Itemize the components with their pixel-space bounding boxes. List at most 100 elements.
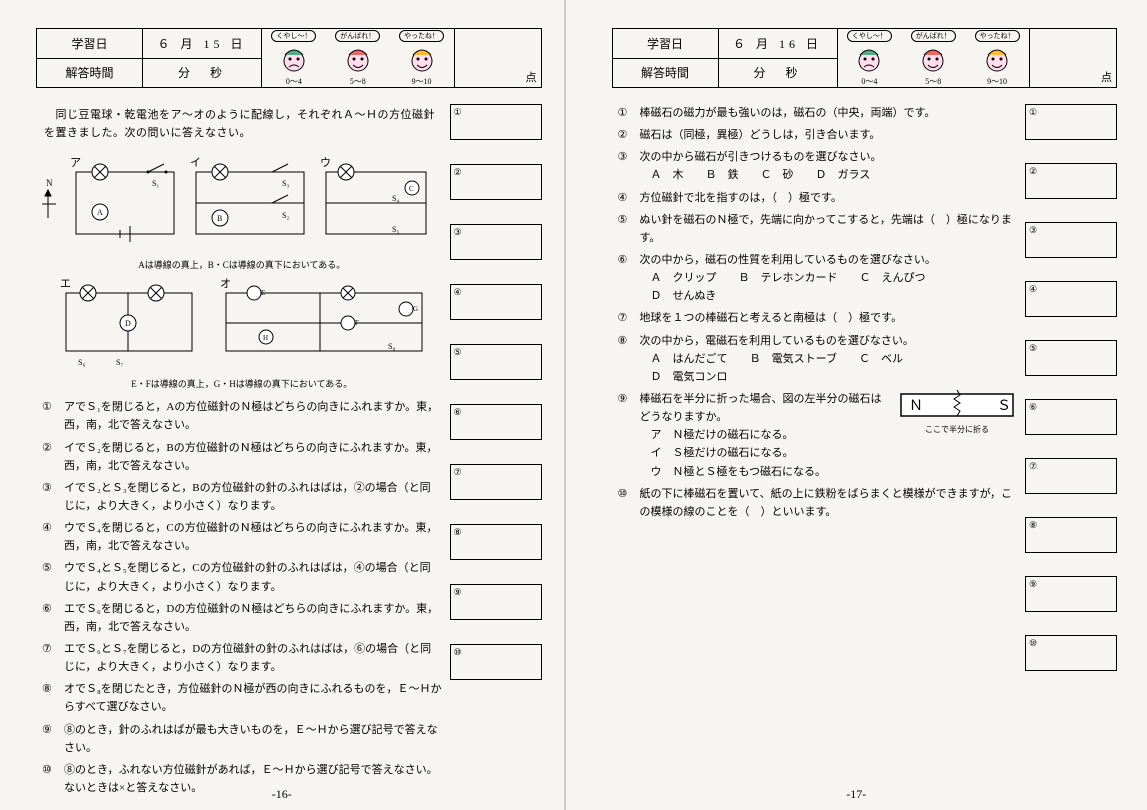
svg-text:S₃: S₃: [282, 179, 289, 188]
question-number: ①: [42, 398, 58, 434]
question-text: 方位磁針で北を指すのは，（ ）極です。: [640, 189, 1018, 207]
answer-box[interactable]: ⑨: [1025, 576, 1117, 612]
answer-box[interactable]: ①: [450, 104, 542, 140]
question-text: 次の中から，磁石の性質を利用しているものを選びなさい。 Ａ クリップ Ｂ テレホ…: [640, 251, 1018, 305]
question: ⑨⑧のとき，針のふれはばが最も大きいものを，Ｅ〜Ｈから選び記号で答えなさい。: [42, 721, 442, 757]
face-range: 0〜4: [861, 76, 877, 87]
answer-box[interactable]: ⑩: [1025, 635, 1117, 671]
question-text: ウでＳ₄を閉じると，Cの方位磁針のＮ極はどちらの向きにふれますか。東，西，南，北…: [64, 519, 442, 555]
label-o: オ: [220, 277, 231, 290]
question: ⑦地球を１つの棒磁石と考えると南極は（ ）極です。: [618, 309, 1018, 327]
face-icon: やったね！9〜10: [975, 30, 1020, 87]
answer-box[interactable]: ③: [450, 224, 542, 260]
question: ⑥エでＳ₆を閉じると，Dの方位磁針のＮ極はどちらの向きにふれますか。東，西，南，…: [42, 600, 442, 636]
faces-bar: くやし〜！0〜4がんばれ！5〜8やったね！9〜10: [262, 29, 455, 87]
question: ⑧次の中から，電磁石を利用しているものを選びなさい。 Ａ はんだごて Ｂ 電気ス…: [618, 332, 1018, 386]
face-tag: くやし〜！: [271, 30, 316, 42]
date-value: ６ 月 16 日: [719, 29, 837, 59]
answer-column-left: ① ② ③ ④ ⑤ ⑥ ⑦ ⑧ ⑨ ⑩: [450, 100, 542, 800]
question-number: ④: [42, 519, 58, 555]
question: ③イでＳ₂とＳ₃を閉じると，Bの方位磁針の針のふれはばは，②の場合（と同じに，よ…: [42, 479, 442, 515]
page-17: 学習日 解答時間 ６ 月 16 日 分 秒 くやし〜！0〜4がんばれ！5〜8やっ…: [566, 0, 1147, 810]
face-tag: やったね！: [975, 30, 1020, 42]
answer-box-number: ⑥: [454, 407, 462, 418]
question-number: ②: [618, 126, 634, 144]
svg-text:S₇: S₇: [116, 358, 123, 367]
svg-text:B: B: [217, 214, 222, 223]
spread: 学習日 解答時間 ６ 月 15 日 分 秒 くやし〜！0〜4がんばれ！5〜8やっ…: [0, 0, 1147, 810]
answer-box[interactable]: ①: [1025, 104, 1117, 140]
question-number: ⑤: [618, 211, 634, 247]
face-icon: やったね！9〜10: [399, 30, 444, 87]
content-left: 同じ豆電球・乾電池をア〜オのように配線し，それぞれＡ〜Ｈの方位磁針を置きました。…: [36, 100, 442, 800]
score-suffix: 点: [526, 69, 537, 85]
face-range: 0〜4: [286, 76, 302, 87]
answer-box[interactable]: ⑩: [450, 644, 542, 680]
answer-box[interactable]: ⑦: [450, 464, 542, 500]
answer-box[interactable]: ②: [450, 164, 542, 200]
face-tag: やったね！: [399, 30, 444, 42]
question-text: 棒磁石の磁力が最も強いのは，磁石の（中央，両端）です。: [640, 104, 1018, 122]
svg-text:S₂: S₂: [282, 211, 289, 220]
page-number: -16-: [272, 787, 292, 802]
question-text: ウでＳ₄とＳ₅を閉じると，Cの方位磁針の針のふれはばは，④の場合（と同じに，より…: [64, 559, 442, 595]
compass-N: N: [46, 178, 53, 188]
answer-box[interactable]: ④: [1025, 281, 1117, 317]
face-tag: がんばれ！: [335, 30, 380, 42]
answer-box-number: ②: [454, 167, 462, 178]
question-number: ⑨: [618, 390, 634, 481]
answer-box-number: ①: [454, 107, 462, 118]
page-16: 学習日 解答時間 ６ 月 15 日 分 秒 くやし〜！0〜4がんばれ！5〜8やっ…: [0, 0, 566, 810]
question: ②イでＳ₂を閉じると，Bの方位磁針のＮ極はどちらの向きにふれますか。東，西，南，…: [42, 439, 442, 475]
answer-box-number: ④: [454, 287, 462, 298]
magnet-diagram: ＮＳここで半分に折る: [897, 390, 1017, 442]
note1: Aは導線の真上，B・Cは導線の真下においてある。: [42, 258, 442, 273]
answer-box[interactable]: ⑥: [450, 404, 542, 440]
label-a: ア: [70, 157, 81, 169]
question-number: ①: [618, 104, 634, 122]
label-i: イ: [190, 157, 201, 169]
answer-box[interactable]: ②: [1025, 163, 1117, 199]
score-box: 点: [1030, 29, 1116, 87]
answer-box-number: ⑤: [1029, 343, 1037, 354]
answer-box[interactable]: ③: [1025, 222, 1117, 258]
label-e: エ: [60, 278, 71, 290]
time-label: 解答時間: [37, 59, 142, 88]
answer-box[interactable]: ⑤: [450, 344, 542, 380]
note2: E・Fは導線の真上，G・Hは導線の真下においてある。: [42, 377, 442, 392]
time-value: 分 秒: [719, 59, 837, 88]
face-tag: がんばれ！: [911, 30, 956, 42]
answer-box[interactable]: ④: [450, 284, 542, 320]
answer-box[interactable]: ⑨: [450, 584, 542, 620]
page-number: -17-: [846, 787, 866, 802]
answer-box-number: ⑩: [454, 647, 462, 658]
question-text: ＮＳここで半分に折る棒磁石を半分に折った場合、図の左半分の磁石はどうなりますか。…: [640, 390, 1018, 481]
answer-column-right: ① ② ③ ④ ⑤ ⑥ ⑦ ⑧ ⑨ ⑩: [1025, 100, 1117, 671]
question: ②磁石は（同極，異極）どうしは，引き合います。: [618, 126, 1018, 144]
answer-box[interactable]: ⑤: [1025, 340, 1117, 376]
svg-text:G: G: [413, 305, 418, 313]
face-icon: くやし〜！ 0〜4: [271, 30, 316, 87]
svg-text:S₅: S₅: [392, 225, 399, 234]
score-suffix: 点: [1101, 69, 1112, 85]
face-tag: くやし〜！: [847, 30, 892, 42]
question-text: オでＳ₈を閉じたとき，方位磁針のＮ極が西の向きにふれるものを，Ｅ〜Ｈからすべて選…: [64, 680, 442, 716]
question-number: ⑧: [618, 332, 634, 386]
answer-box[interactable]: ⑧: [1025, 517, 1117, 553]
question-text: アでＳ₁を閉じると，Aの方位磁針のＮ極はどちらの向きにふれますか。東，西，南，北…: [64, 398, 442, 434]
answer-box-number: ③: [1029, 225, 1037, 236]
answer-box-number: ⑦: [1029, 461, 1037, 472]
question-number: ⑩: [618, 485, 634, 521]
answer-box-number: ⑥: [1029, 402, 1037, 413]
answer-box[interactable]: ⑦: [1025, 458, 1117, 494]
answer-box[interactable]: ⑥: [1025, 399, 1117, 435]
svg-text:C: C: [409, 185, 414, 193]
svg-text:Ｎ: Ｎ: [909, 399, 923, 414]
svg-text:A: A: [97, 208, 103, 217]
question: ⑤ウでＳ₄とＳ₅を閉じると，Cの方位磁針の針のふれはばは，④の場合（と同じに，よ…: [42, 559, 442, 595]
question: ④ウでＳ₄を閉じると，Cの方位磁針のＮ極はどちらの向きにふれますか。東，西，南，…: [42, 519, 442, 555]
svg-text:S₆: S₆: [78, 358, 85, 367]
question-number: ②: [42, 439, 58, 475]
answer-box-number: ⑨: [454, 587, 462, 598]
answer-box[interactable]: ⑧: [450, 524, 542, 560]
